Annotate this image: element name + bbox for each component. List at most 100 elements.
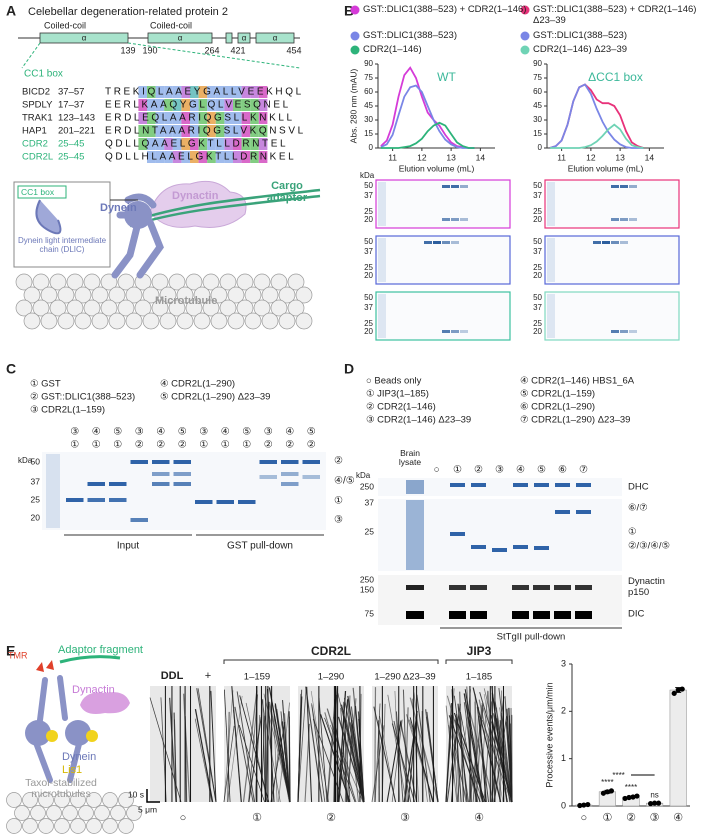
kymograph-track bbox=[304, 723, 310, 803]
group-label: JIP3 bbox=[467, 644, 492, 658]
band-label: ②/③/④/⑤ bbox=[628, 541, 670, 552]
marker-label: 25 bbox=[364, 263, 373, 272]
gel-band bbox=[460, 185, 468, 188]
gel-band bbox=[611, 241, 619, 244]
gel-band bbox=[611, 218, 619, 221]
y-tick-label: 15 bbox=[533, 129, 542, 138]
kymograph-track bbox=[387, 694, 407, 803]
residue-highlight bbox=[233, 151, 242, 163]
gel bbox=[378, 478, 622, 496]
kymograph-track bbox=[478, 715, 487, 803]
position-label: 454 bbox=[286, 45, 301, 55]
panel-label: D bbox=[344, 361, 354, 377]
residue-highlight bbox=[164, 112, 173, 124]
construct-label: 1–290 bbox=[318, 672, 344, 683]
kymograph-track bbox=[227, 711, 230, 803]
lane-label: ③ bbox=[199, 427, 208, 438]
residue-highlight bbox=[198, 125, 208, 137]
residue-highlight bbox=[147, 151, 156, 163]
gel-band bbox=[152, 460, 170, 464]
blot-band bbox=[449, 585, 466, 590]
marker-label: 25 bbox=[364, 319, 373, 328]
residue-highlight bbox=[147, 99, 156, 111]
kymograph-track bbox=[481, 719, 512, 803]
legend-entry: GST::DLIC1(388–523) bbox=[533, 30, 627, 41]
significance-label: **** bbox=[601, 778, 613, 787]
microtubule-subunit bbox=[118, 818, 134, 834]
residue-highlight bbox=[224, 99, 233, 111]
kymograph-track bbox=[194, 718, 213, 803]
significance-label: **** bbox=[612, 771, 624, 780]
residue-highlight bbox=[241, 99, 251, 111]
blot-band bbox=[470, 611, 487, 619]
cartoon-label: CC1 box bbox=[21, 187, 55, 197]
band-label: DHC bbox=[628, 482, 649, 493]
group-label: StTgII pull-down bbox=[497, 632, 566, 643]
x-tick-label: 14 bbox=[645, 152, 655, 162]
microtubule-subunit bbox=[6, 792, 22, 808]
lysate-smear bbox=[406, 500, 424, 570]
chart-title: ΔCC1 box bbox=[588, 70, 643, 84]
residue-highlight bbox=[155, 86, 165, 98]
microtubule-subunit bbox=[30, 805, 46, 821]
residue-highlight bbox=[233, 86, 242, 98]
gel-band bbox=[152, 482, 170, 486]
group-label: GST pull-down bbox=[227, 541, 293, 552]
legend-marker bbox=[350, 45, 360, 55]
scale-label: 10 s bbox=[128, 789, 144, 799]
microtubule-subunit bbox=[236, 299, 254, 317]
kymograph-track bbox=[504, 696, 513, 803]
alignment-name: BICD2 bbox=[22, 87, 50, 98]
marker-label: 37 bbox=[533, 303, 542, 312]
residue-highlight bbox=[233, 99, 242, 111]
alignment-name: TRAK1 bbox=[22, 113, 53, 124]
gel-band bbox=[576, 510, 591, 514]
marker-label: 20 bbox=[364, 327, 373, 336]
alignment-range: 25–45 bbox=[58, 139, 84, 150]
construct-label: 1–290 Δ23–39 bbox=[374, 672, 435, 683]
kymograph-track bbox=[344, 720, 347, 803]
kymograph-track bbox=[236, 691, 255, 803]
lane-label: ⑤ bbox=[178, 427, 187, 438]
residue-highlight bbox=[233, 112, 242, 124]
kymograph-track bbox=[276, 708, 291, 803]
kymograph-track bbox=[210, 690, 217, 803]
residue-highlight bbox=[198, 99, 208, 111]
marker-label: 75 bbox=[365, 608, 375, 618]
microtubule-subunit bbox=[117, 273, 135, 291]
residue-highlight bbox=[190, 99, 199, 111]
alignment-sequence: EERLKAAQYGLQLVESQNEL bbox=[105, 100, 291, 111]
condition-label: ○ bbox=[180, 812, 187, 824]
band-label: Dynactin p150 bbox=[628, 576, 665, 598]
microtubule-subunit bbox=[287, 299, 305, 317]
microtubule-subunit bbox=[261, 312, 279, 330]
microtubule-subunit bbox=[287, 273, 305, 291]
domain-label: α bbox=[242, 34, 247, 43]
kda-label: kDa bbox=[18, 456, 33, 465]
residue-highlight bbox=[198, 112, 208, 124]
residue-highlight bbox=[207, 99, 216, 111]
microtubule-subunit bbox=[110, 805, 126, 821]
microtubule-subunit bbox=[49, 273, 67, 291]
marker-label: 150 bbox=[360, 584, 374, 594]
marker-label: 50 bbox=[364, 293, 373, 302]
microtubule-subunit bbox=[151, 299, 169, 317]
residue-highlight bbox=[233, 125, 242, 137]
gel-band bbox=[281, 460, 299, 464]
kymograph-track bbox=[297, 693, 302, 803]
legend-entry: GST::DLIC1(388–523) + CDR2(1–146) Δ23–39 bbox=[533, 4, 697, 26]
microtubule-subunit bbox=[278, 286, 296, 304]
legend-entry: GST::DLIC1(388–523) + CDR2(1–146) bbox=[363, 4, 527, 15]
residue-highlight bbox=[190, 125, 199, 137]
residue-highlight bbox=[224, 86, 233, 98]
gel-band bbox=[620, 218, 628, 221]
blot-band bbox=[533, 611, 550, 619]
x-tick-label: 13 bbox=[446, 152, 456, 162]
microtubule-subunit bbox=[176, 286, 194, 304]
lane-label: ③ bbox=[70, 427, 79, 438]
y-tick-label: 75 bbox=[364, 73, 373, 82]
x-axis-title: Elution volume (mL) bbox=[568, 163, 644, 173]
kymograph-track bbox=[173, 712, 177, 803]
chart-title: WT bbox=[437, 70, 456, 84]
residue-highlight bbox=[215, 112, 225, 124]
